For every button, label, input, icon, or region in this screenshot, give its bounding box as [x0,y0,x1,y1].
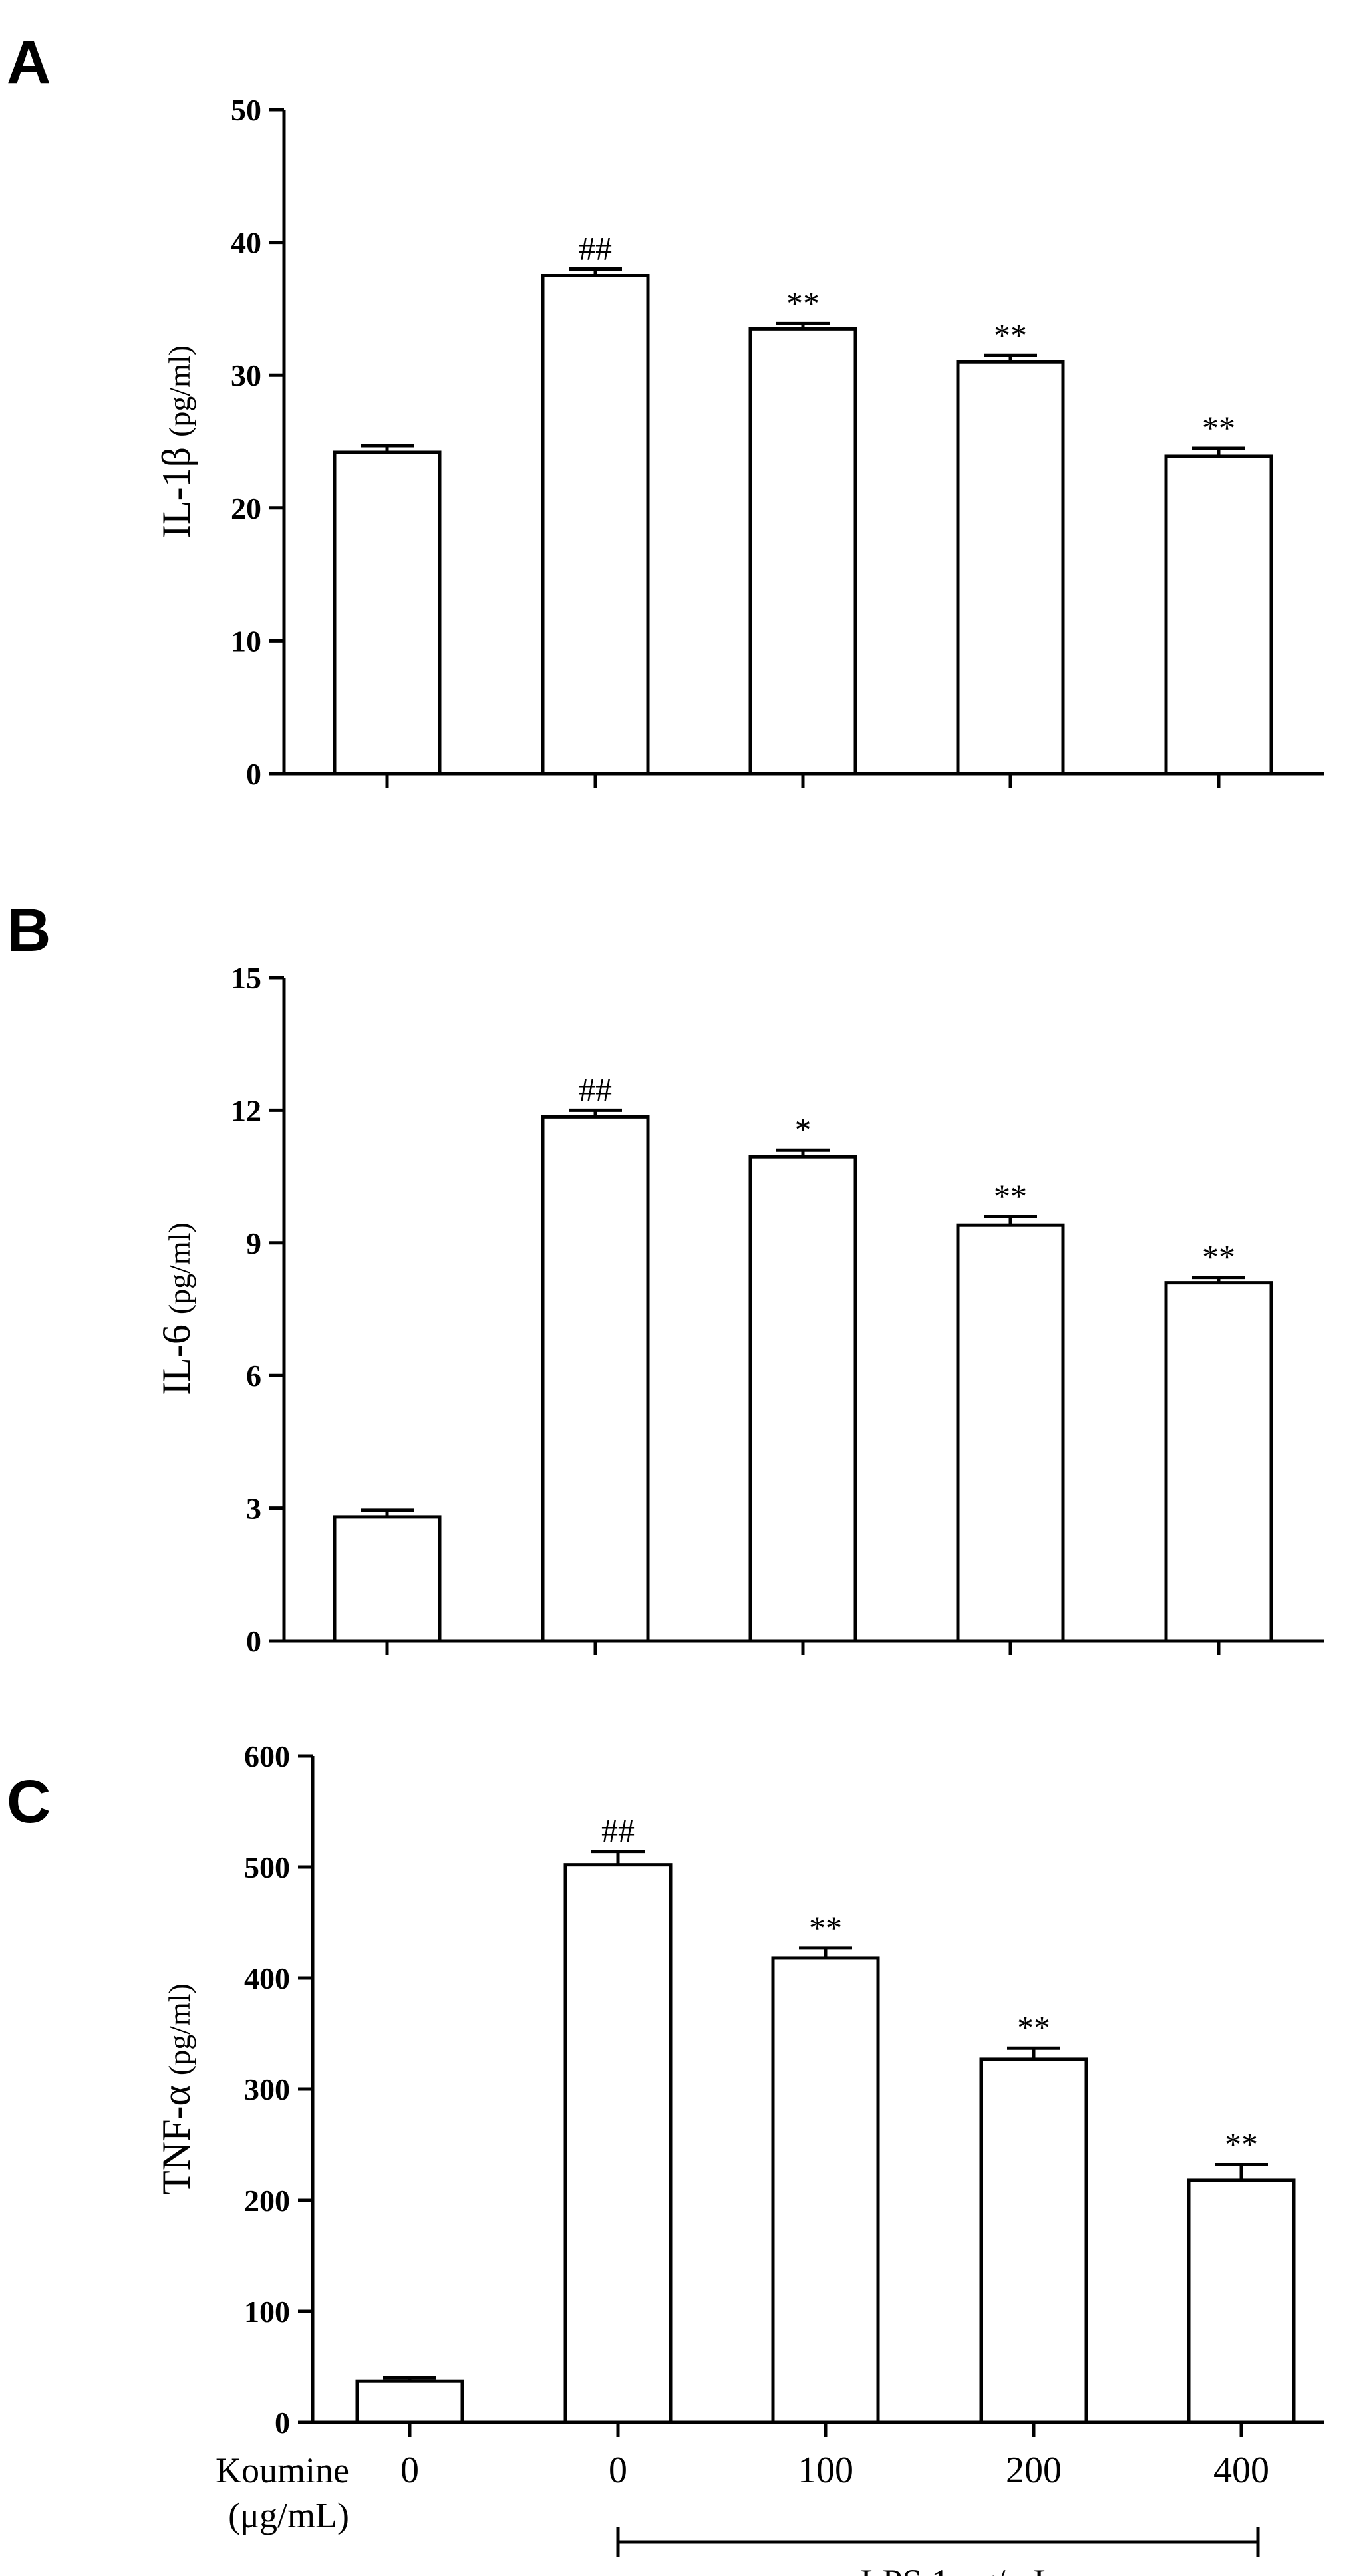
significance-label: ** [994,316,1027,353]
x-tick-label: 0 [609,2450,627,2491]
y-tick-label: 12 [231,1093,261,1127]
y-tick-label: 30 [231,358,261,392]
significance-label: ** [786,284,820,321]
significance-label: ** [1202,409,1235,446]
bar [563,1863,673,2424]
significance-label: ** [809,1909,842,1946]
bar [541,1115,650,1643]
bar [333,450,442,776]
significance-label: ** [1202,1238,1235,1276]
bar [333,1515,442,1643]
bar [956,1223,1065,1643]
y-axis-title-name: TNF-α [154,2075,198,2195]
panel-letter: B [7,897,51,964]
bar [956,360,1065,776]
bar [748,1155,857,1643]
y-tick-label: 40 [231,226,261,260]
significance-label: ## [579,1071,612,1108]
y-axis-title: TNF-α (pg/ml) [154,1983,198,2195]
y-tick-label: 10 [231,624,261,658]
y-axis-title-unit: (pg/ml) [162,1222,196,1314]
y-axis-title-name: IL-6 [154,1314,198,1395]
y-axis-title-unit: (pg/ml) [162,1983,196,2075]
x-tick-label: 100 [798,2450,853,2491]
significance-label: ## [601,1812,635,1850]
significance-label: ** [1017,2009,1050,2046]
x-tick-label: 200 [1006,2450,1062,2491]
y-axis-title-name: IL-1β [154,437,198,538]
bar [355,2379,464,2424]
y-tick-label: 6 [246,1359,261,1393]
y-tick-label: 20 [231,492,261,525]
y-tick-label: 200 [244,2184,290,2218]
x-tick-label: 400 [1213,2450,1269,2491]
y-tick-label: 15 [231,961,261,995]
panel-letter: A [7,29,51,96]
x-axis-title-line2: (μg/mL) [228,2496,349,2535]
y-axis-title-unit: (pg/ml) [162,345,196,437]
y-axis-title: IL-1β (pg/ml) [154,345,198,538]
lps-group-label: LPS 1 μg/mL [861,2562,1056,2576]
x-axis-title-line1: Koumine [216,2450,349,2490]
significance-label: ## [579,230,612,267]
significance-label: * [795,1111,812,1148]
bar [771,1956,880,2424]
y-tick-label: 500 [244,1850,290,1884]
bar [1164,454,1273,776]
x-tick-label: 0 [400,2450,419,2491]
bar [541,274,650,776]
y-tick-label: 3 [246,1492,261,1526]
y-tick-label: 0 [275,2406,290,2440]
panel-letter: C [7,1768,51,1836]
y-axis-title: IL-6 (pg/ml) [154,1222,198,1395]
y-tick-label: 100 [244,2295,290,2329]
significance-label: ** [1225,2126,1258,2163]
bar [1187,2178,1296,2424]
bar [1164,1281,1273,1643]
y-tick-label: 300 [244,2073,290,2106]
y-tick-label: 50 [231,93,261,127]
bar [748,327,857,776]
y-tick-label: 600 [244,1739,290,1773]
chart-panel-c: C 0 100 200 300 400 500 600 TNF-α (pg/ml) ## ** ** *… [7,1739,1324,2576]
y-tick-label: 400 [244,1961,290,1995]
y-tick-label: 9 [246,1226,261,1260]
chart-panel-a: A 0 10 20 30 40 50 IL-1β (pg/ml) ## ** ** ** [7,29,1324,791]
significance-label: ** [994,1177,1027,1215]
y-tick-label: 0 [246,1624,261,1658]
bar [979,2057,1088,2424]
y-tick-label: 0 [246,757,261,791]
